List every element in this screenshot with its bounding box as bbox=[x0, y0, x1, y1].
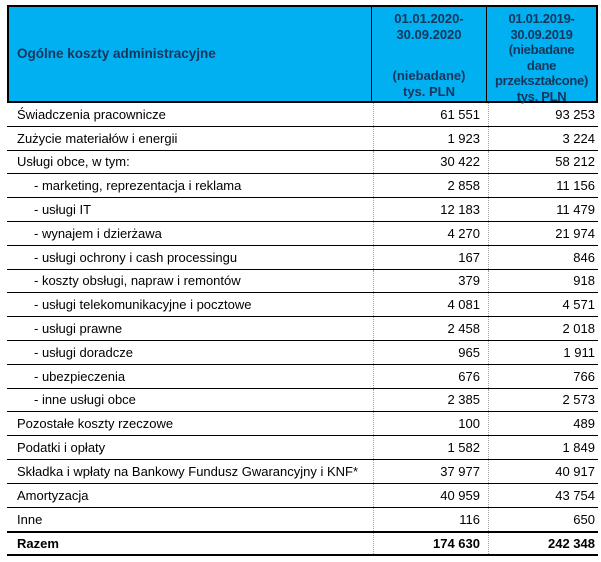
row-label: - usługi doradcze bbox=[34, 344, 133, 360]
table-row: Podatki i opłaty 1 582 1 849 bbox=[7, 436, 598, 460]
row-value-2020: 676 bbox=[373, 364, 488, 388]
row-label: - inne usługi obce bbox=[34, 392, 136, 408]
row-label: Amortyzacja bbox=[17, 487, 89, 503]
row-value-2019: 11 479 bbox=[488, 198, 598, 221]
row-value-2020: 116 bbox=[373, 507, 488, 532]
row-value-2019: 489 bbox=[488, 412, 598, 436]
table-row: - usługi doradcze 965 1 911 bbox=[7, 340, 598, 365]
row-value-2020: 174 630 bbox=[373, 533, 488, 555]
table-row: Pozostałe koszty rzeczowe 100 489 bbox=[7, 412, 598, 437]
row-value-2019: 242 348 bbox=[488, 533, 598, 555]
column-header-2020-period: 01.01.2020- 30.09.2020 bbox=[394, 11, 464, 42]
row-value-2019: 1 911 bbox=[488, 340, 598, 364]
row-value-2020: 1 582 bbox=[373, 436, 488, 459]
table-row: - usługi ochrony i cash processingu 167 … bbox=[7, 245, 598, 270]
row-value-2019: 2 573 bbox=[488, 388, 598, 412]
row-value-2020: 4 270 bbox=[373, 221, 488, 245]
row-value-2019: 58 212 bbox=[488, 150, 598, 174]
row-value-2020: 40 959 bbox=[373, 483, 488, 507]
row-value-2020: 12 183 bbox=[373, 198, 488, 221]
table-row: - usługi telekomunikacyjne i pocztowe 4 … bbox=[7, 293, 598, 318]
table-row: Usługi obce, w tym: 30 422 58 212 bbox=[7, 150, 598, 175]
row-value-2020: 61 551 bbox=[373, 103, 488, 126]
table-row: - koszty obsługi, napraw i remontów 379 … bbox=[7, 269, 598, 294]
column-header-2019: 01.01.2019- 30.09.2019 (niebadane dane p… bbox=[486, 7, 596, 104]
row-value-2020: 167 bbox=[373, 245, 488, 269]
row-value-2020: 1 923 bbox=[373, 126, 488, 150]
row-value-2020: 100 bbox=[373, 412, 488, 436]
column-header-2019-text: 01.01.2019- 30.09.2019 (niebadane dane p… bbox=[494, 11, 589, 104]
table-row: - marketing, reprezentacja i reklama 2 8… bbox=[7, 174, 598, 199]
row-value-2019: 650 bbox=[488, 507, 598, 532]
row-label: - koszty obsługi, napraw i remontów bbox=[34, 273, 241, 289]
table-row: Amortyzacja 40 959 43 754 bbox=[7, 483, 598, 508]
table-row: - usługi prawne 2 458 2 018 bbox=[7, 317, 598, 341]
row-value-2019: 4 571 bbox=[488, 293, 598, 317]
table-row: - ubezpieczenia 676 766 bbox=[7, 364, 598, 389]
row-value-2019: 93 253 bbox=[488, 103, 598, 126]
table-row: - inne usługi obce 2 385 2 573 bbox=[7, 388, 598, 413]
row-value-2019: 846 bbox=[488, 245, 598, 269]
table-row: Inne 116 650 bbox=[7, 507, 598, 532]
row-value-2020: 2 858 bbox=[373, 174, 488, 198]
row-value-2019: 2 018 bbox=[488, 317, 598, 340]
row-label: - usługi telekomunikacyjne i pocztowe bbox=[34, 297, 252, 313]
row-value-2020: 37 977 bbox=[373, 459, 488, 483]
row-value-2019: 21 974 bbox=[488, 221, 598, 245]
table-row: Razem 174 630 242 348 bbox=[7, 531, 598, 557]
column-header-2020: 01.01.2020- 30.09.2020 (niebadane) tys. … bbox=[371, 7, 486, 101]
table-row: Zużycie materiałów i energii 1 923 3 224 bbox=[7, 126, 598, 151]
row-label: Inne bbox=[17, 511, 43, 527]
row-value-2020: 2 385 bbox=[373, 388, 488, 412]
table-title: Ogólne koszty administracyjne bbox=[17, 46, 216, 61]
row-value-2020: 965 bbox=[373, 340, 488, 364]
row-label: Usługi obce, w tym: bbox=[17, 154, 130, 170]
row-value-2019: 43 754 bbox=[488, 483, 598, 507]
row-label: Świadczenia pracownicze bbox=[17, 106, 166, 122]
row-label: - marketing, reprezentacja i reklama bbox=[34, 178, 242, 194]
row-value-2019: 40 917 bbox=[488, 459, 598, 483]
row-label: Składka i wpłaty na Bankowy Fundusz Gwar… bbox=[17, 463, 359, 479]
row-value-2019: 766 bbox=[488, 364, 598, 388]
row-label: - usługi ochrony i cash processingu bbox=[34, 249, 238, 265]
row-value-2020: 2 458 bbox=[373, 317, 488, 340]
table-row: - wynajem i dzierżawa 4 270 21 974 bbox=[7, 221, 598, 246]
row-label: Razem bbox=[17, 536, 59, 552]
row-value-2019: 1 849 bbox=[488, 436, 598, 459]
row-value-2020: 379 bbox=[373, 269, 488, 293]
table-row: Składka i wpłaty na Bankowy Fundusz Gwar… bbox=[7, 459, 598, 484]
table-header-row: Ogólne koszty administracyjne 01.01.2020… bbox=[7, 5, 598, 104]
row-label: - usługi prawne bbox=[34, 321, 123, 337]
row-value-2020: 30 422 bbox=[373, 150, 488, 174]
column-header-2020-note: (niebadane) tys. PLN bbox=[392, 68, 466, 99]
row-label: Zużycie materiałów i energii bbox=[17, 130, 178, 146]
table-row: Świadczenia pracownicze 61 551 93 253 bbox=[7, 103, 598, 127]
admin-costs-table: Ogólne koszty administracyjne 01.01.2020… bbox=[7, 5, 598, 557]
table-body: Świadczenia pracownicze 61 551 93 253 Zu… bbox=[7, 103, 598, 557]
row-label: Pozostałe koszty rzeczowe bbox=[17, 416, 174, 432]
row-label: - ubezpieczenia bbox=[34, 368, 126, 384]
row-label: - wynajem i dzierżawa bbox=[34, 225, 162, 241]
row-value-2019: 918 bbox=[488, 269, 598, 293]
table-row: - usługi IT 12 183 11 479 bbox=[7, 198, 598, 222]
row-label: - usługi IT bbox=[34, 202, 92, 218]
row-label: Podatki i opłaty bbox=[17, 440, 106, 456]
row-value-2019: 11 156 bbox=[488, 174, 598, 198]
row-value-2019: 3 224 bbox=[488, 126, 598, 150]
row-value-2020: 4 081 bbox=[373, 293, 488, 317]
